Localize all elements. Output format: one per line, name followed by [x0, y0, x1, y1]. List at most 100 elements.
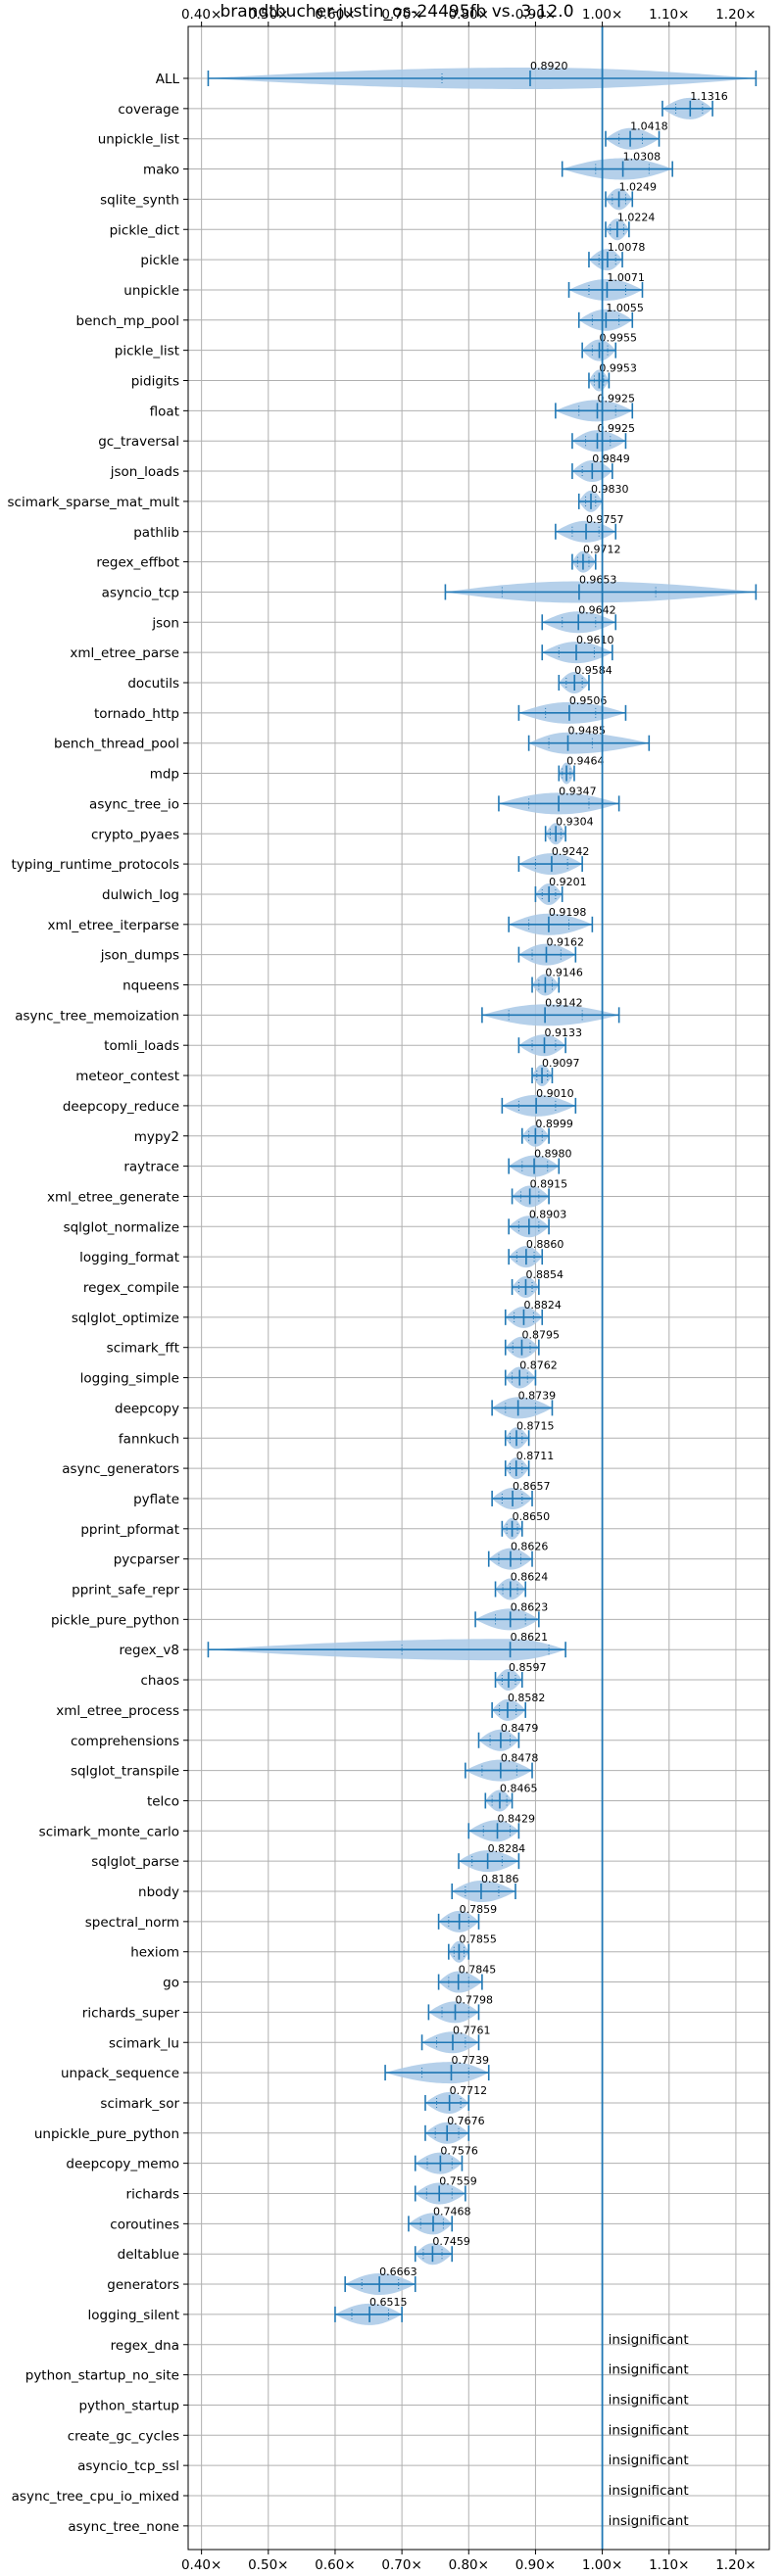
category-label: pickle — [140, 253, 179, 268]
data-label: 0.9830 — [591, 483, 629, 496]
category-label: typing_runtime_protocols — [12, 857, 180, 873]
x-tick-label-top: 1.10× — [649, 7, 689, 23]
category-label: telco — [147, 1793, 179, 1809]
category-label: richards — [126, 2187, 179, 2203]
x-tick-label-bottom: 0.60× — [315, 2557, 355, 2573]
category-label: logging_simple — [80, 1371, 179, 1387]
data-label: 0.8715 — [516, 1419, 555, 1432]
category-label: pathlib — [133, 525, 179, 541]
data-label: 0.8795 — [521, 1329, 560, 1342]
category-label: regex_dna — [111, 2338, 179, 2354]
axes-frame — [187, 25, 770, 2551]
category-label: asyncio_tcp_ssl — [77, 2458, 179, 2474]
category-label: tomli_loads — [104, 1038, 179, 1054]
data-label: 0.7459 — [432, 2235, 470, 2248]
data-label: 0.7739 — [451, 2054, 489, 2067]
data-label: 0.8626 — [511, 1541, 549, 1553]
data-label: 0.8621 — [511, 1631, 549, 1644]
data-label: 0.7798 — [456, 1993, 494, 2006]
x-tick-label-bottom: 1.20× — [715, 2557, 756, 2573]
data-label: 0.8860 — [526, 1238, 564, 1251]
category-label: scimark_sparse_mat_mult — [8, 495, 179, 510]
data-label: 0.7576 — [440, 2145, 478, 2158]
data-label: 0.8624 — [511, 1571, 549, 1584]
category-label: xml_etree_generate — [47, 1189, 179, 1205]
data-label: 0.9642 — [578, 603, 616, 616]
data-label: 1.0249 — [619, 180, 658, 193]
category-label: json — [151, 615, 179, 631]
x-tick-label-bottom: 0.40× — [181, 2557, 221, 2573]
data-label: 0.9849 — [592, 453, 630, 465]
insignificant-label: insignificant — [609, 2513, 689, 2529]
insignificant-label: insignificant — [609, 2453, 689, 2468]
data-label: 0.6663 — [379, 2266, 417, 2278]
category-label: scimark_sor — [100, 2096, 179, 2112]
data-label: 0.9953 — [599, 362, 637, 375]
category-label: scimark_fft — [107, 1341, 179, 1357]
category-label: json_loads — [110, 464, 179, 480]
category-label: async_generators — [62, 1461, 179, 1477]
category-label: hexiom — [130, 1945, 179, 1961]
x-tick-label-top: 1.00× — [582, 7, 622, 23]
data-label: 0.9610 — [576, 634, 614, 646]
data-label: 0.6515 — [369, 2296, 408, 2309]
data-label: 1.1316 — [690, 90, 728, 103]
data-label: 0.8915 — [530, 1177, 568, 1190]
data-label: 0.9010 — [536, 1087, 574, 1100]
data-label: 0.8582 — [508, 1692, 546, 1704]
data-label: 0.8920 — [530, 60, 568, 72]
data-label: 0.9146 — [545, 967, 583, 979]
category-label: coverage — [118, 102, 179, 118]
category-label: scimark_monte_carlo — [39, 1824, 179, 1839]
data-label: 0.8650 — [513, 1510, 551, 1523]
category-label: nbody — [138, 1884, 179, 1900]
x-tick-label-bottom: 0.80× — [449, 2557, 489, 2573]
insignificant-label: insignificant — [609, 2483, 689, 2499]
category-label: go — [163, 1976, 179, 1991]
data-label: 0.9347 — [559, 785, 597, 797]
category-label: xml_etree_process — [56, 1703, 179, 1719]
category-label: generators — [107, 2277, 179, 2293]
data-label: 0.9925 — [597, 422, 635, 435]
insignificant-label: insignificant — [609, 2392, 689, 2408]
category-label: crypto_pyaes — [91, 827, 179, 842]
data-label: 0.7559 — [439, 2175, 477, 2188]
category-label: gc_traversal — [98, 434, 179, 450]
x-tick-label-bottom: 1.10× — [649, 2557, 689, 2573]
data-label: 0.8657 — [513, 1480, 551, 1493]
data-label: 0.8824 — [523, 1299, 562, 1312]
data-label: 0.9485 — [567, 725, 606, 738]
data-label: 1.0071 — [607, 271, 645, 284]
data-label: 0.9506 — [569, 694, 608, 707]
category-label: coroutines — [110, 2217, 179, 2232]
category-label: sqlglot_transpile — [71, 1764, 179, 1780]
data-label: 0.7712 — [450, 2084, 488, 2097]
category-label: logging_format — [79, 1250, 179, 1265]
category-label: regex_v8 — [119, 1643, 179, 1658]
category-label: python_startup — [78, 2398, 179, 2413]
data-label: 1.0308 — [623, 151, 662, 164]
data-label: 0.9464 — [566, 755, 605, 768]
category-label: unpickle_list — [98, 132, 179, 148]
data-label: 0.8854 — [525, 1268, 564, 1281]
category-label: unpack_sequence — [61, 2066, 179, 2081]
category-label: tornado_http — [94, 706, 179, 722]
category-label: pyflate — [133, 1492, 179, 1507]
category-label: deltablue — [118, 2247, 179, 2263]
data-label: 1.0224 — [617, 211, 656, 223]
category-label: regex_effbot — [96, 555, 179, 571]
x-tick-label-bottom: 1.00× — [582, 2557, 622, 2573]
category-label: pidigits — [131, 374, 179, 390]
category-label: float — [150, 404, 179, 419]
category-label: xml_etree_iterparse — [48, 918, 180, 933]
data-label: 0.8903 — [529, 1208, 567, 1220]
category-label: unpickle — [123, 283, 179, 299]
data-label: 1.0418 — [630, 120, 668, 133]
data-label: 0.9757 — [586, 513, 624, 526]
data-label: 0.9162 — [546, 936, 584, 949]
data-label: 0.8478 — [501, 1752, 539, 1765]
category-label: nqueens — [122, 978, 179, 994]
x-tick-label-bottom: 0.90× — [515, 2557, 556, 2573]
